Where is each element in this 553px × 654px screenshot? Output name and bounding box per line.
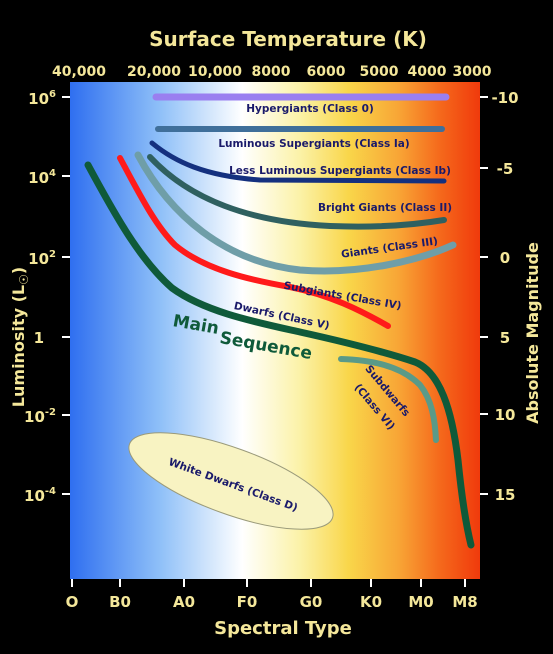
temp-tick-label: 40,000 — [52, 64, 106, 80]
temp-tick-label: 6000 — [307, 64, 346, 80]
mag-tick-label: 0 — [500, 249, 510, 267]
right-axis-ticks — [480, 96, 488, 495]
temp-tick-label: 4000 — [408, 64, 447, 80]
hypergiants-label: Hypergiants (Class 0) — [246, 103, 374, 115]
spectral-tick-label: O — [66, 593, 79, 611]
spectral-tick-label: M8 — [452, 593, 477, 611]
luminosity-axis: 106 104 102 1 10-2 10-4 — [24, 89, 56, 505]
luminous-supergiants-label: Luminous Supergiants (Class Ia) — [218, 138, 409, 150]
mag-tick-label: 5 — [500, 329, 510, 347]
temp-tick-label: 10,000 — [188, 64, 242, 80]
bright-giants-curve — [147, 154, 447, 230]
spectral-tick-label: B0 — [109, 593, 131, 611]
temp-tick-label: 8000 — [252, 64, 291, 80]
spectral-tick-label: K0 — [360, 593, 382, 611]
lum-tick-label: 104 — [28, 168, 56, 187]
subgiants-curve — [117, 155, 391, 329]
spectral-tick-label: F0 — [237, 593, 258, 611]
mag-tick-label: -5 — [497, 160, 514, 178]
giants-curve — [134, 151, 457, 275]
lum-tick-label: 106 — [28, 89, 56, 108]
spectral-tick-label: M0 — [408, 593, 433, 611]
lum-tick-label: 10-4 — [24, 486, 56, 505]
less-luminous-supergiants-label: Less Luminous Supergiants (Class Ib) — [229, 165, 451, 177]
less-luminous-supergiants-curve — [149, 140, 447, 184]
lum-tick-label: 1 — [34, 329, 44, 347]
mag-tick-label: -10 — [491, 89, 518, 107]
mag-tick-label: 15 — [495, 486, 516, 504]
left-axis-title: Luminosity (L☉) — [9, 267, 31, 407]
temp-tick-label: 3000 — [453, 64, 492, 80]
temp-tick-label: 5000 — [360, 64, 399, 80]
temperature-axis: 40,000 20,000 10,000 8000 6000 5000 4000… — [52, 64, 492, 80]
mag-tick-label: 10 — [495, 406, 516, 424]
white-dwarfs-region — [128, 432, 334, 530]
bright-giants-label: Bright Giants (Class II) — [318, 202, 452, 214]
top-axis-title: Surface Temperature (K) — [149, 27, 427, 51]
magnitude-axis: -10 -5 0 5 10 15 — [491, 89, 518, 504]
spectral-tick-label: A0 — [173, 593, 195, 611]
main-sequence-curve — [84, 161, 475, 549]
left-axis-ticks — [62, 96, 70, 495]
bottom-axis-title: Spectral Type — [214, 618, 352, 639]
spectral-tick-label: G0 — [300, 593, 323, 611]
svg-text:Luminosity (L☉): Luminosity (L☉) — [9, 267, 31, 407]
lum-tick-label: 102 — [28, 249, 56, 268]
bottom-axis-ticks — [71, 579, 466, 587]
subdwarfs-curve — [338, 356, 439, 443]
spectral-axis: O B0 A0 F0 G0 K0 M0 M8 — [66, 593, 478, 611]
right-axis-title: Absolute Magnitude — [523, 242, 542, 424]
temp-tick-label: 20,000 — [127, 64, 181, 80]
lum-tick-label: 10-2 — [24, 407, 56, 426]
